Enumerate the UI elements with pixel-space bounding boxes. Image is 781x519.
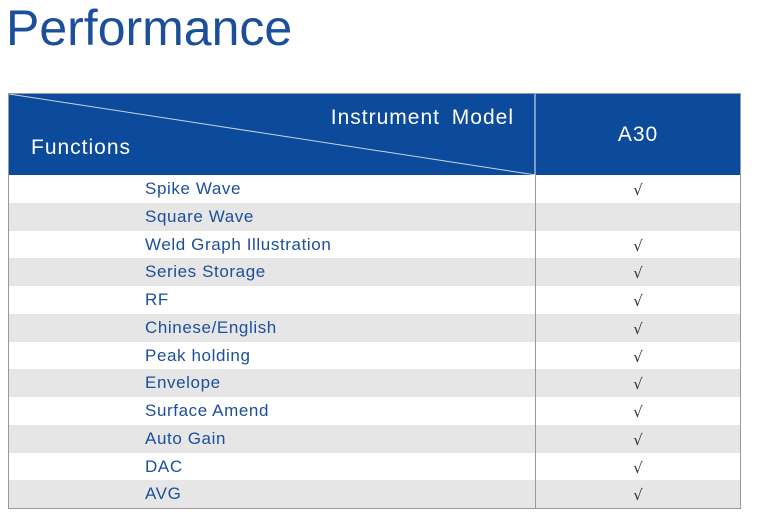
table-row: Weld Graph Illustration √ xyxy=(9,231,740,259)
function-name: Auto Gain xyxy=(145,428,227,448)
table-row: Surface Amend √ xyxy=(9,397,740,425)
function-name: Surface Amend xyxy=(145,401,270,420)
check-mark: √ xyxy=(633,181,643,199)
check-mark: √ xyxy=(633,375,643,394)
check-mark: √ xyxy=(633,486,643,505)
function-name: AVG xyxy=(145,484,182,504)
table-body: Spike Wave √ Square Wave Weld Graph Illustr… xyxy=(9,175,740,508)
table-row: Auto Gain √ xyxy=(9,424,740,453)
check-mark: √ xyxy=(633,430,643,449)
instrument-model-label: Instrument Model xyxy=(330,106,514,129)
table-row: Series Storage √ xyxy=(9,258,740,286)
function-name: Square Wave xyxy=(145,206,254,226)
header-diagonal-cell: Instrument Model Functions xyxy=(9,94,536,175)
table-row: AVG √ xyxy=(9,480,740,508)
check-mark: √ xyxy=(633,458,643,477)
function-name: DAC xyxy=(145,456,183,476)
table-row: DAC √ xyxy=(9,453,740,481)
column-divider xyxy=(535,175,536,508)
model-header: A30 xyxy=(617,122,659,146)
performance-table: Instrument Model Functions A30 Spike Wav… xyxy=(8,93,741,509)
table-row: Peak holding √ xyxy=(9,342,740,370)
check-mark: √ xyxy=(633,347,643,366)
function-name: RF xyxy=(145,290,169,309)
table-row: Spike Wave √ xyxy=(9,175,740,203)
table-row: Envelope √ xyxy=(9,369,740,397)
table-row: RF √ xyxy=(9,286,740,314)
diagonal-line xyxy=(9,94,536,175)
function-name: Spike Wave xyxy=(145,179,242,198)
function-name: Peak holding xyxy=(145,345,251,365)
check-mark: √ xyxy=(633,264,643,283)
function-name: Envelope xyxy=(145,373,221,393)
function-name: Series Storage xyxy=(145,262,266,282)
check-mark: √ xyxy=(633,292,643,310)
table-row: Chinese/English √ xyxy=(9,313,740,342)
table-row: Square Wave xyxy=(9,202,740,231)
check-mark: √ xyxy=(633,319,643,338)
function-name: Weld Graph Illustration xyxy=(145,234,332,254)
function-name: Chinese/English xyxy=(145,317,277,337)
functions-label: Functions xyxy=(31,136,132,159)
table-header: Instrument Model Functions A30 xyxy=(9,94,740,175)
check-mark: √ xyxy=(633,236,643,255)
page-title: Performance xyxy=(6,0,293,56)
check-mark: √ xyxy=(633,403,643,421)
